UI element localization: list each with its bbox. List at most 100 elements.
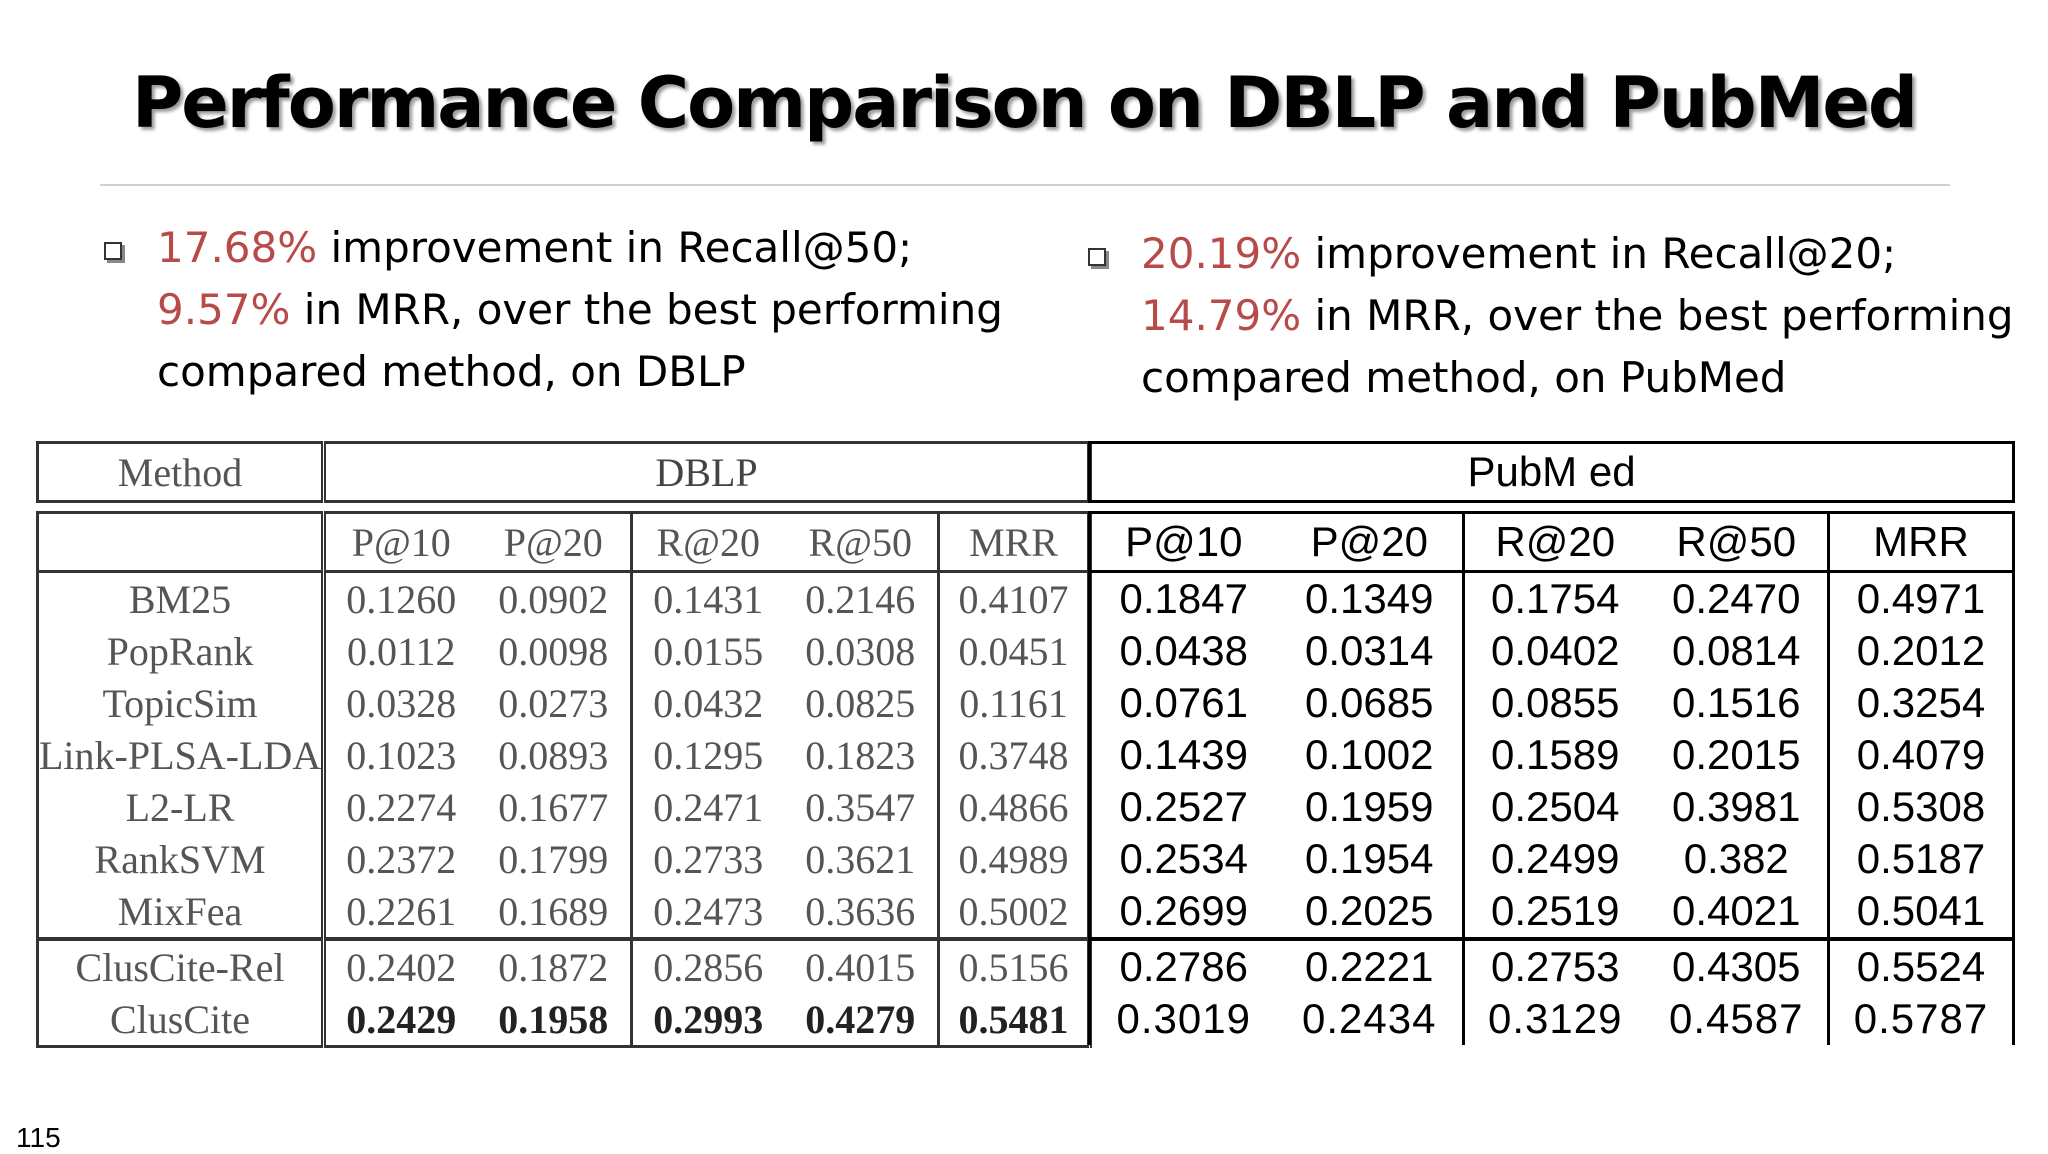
dblp-cell: 0.1295	[653, 732, 764, 778]
pubmed-cell: 0.2534	[1088, 833, 1277, 885]
dblp-cell: 0.2372	[346, 836, 457, 882]
dblp-row: ClusCite 0.2429 0.1958 0.2993 0.4279 0.5481	[36, 993, 1093, 1048]
recall-improvement-pubmed: 20.19%	[1141, 229, 1302, 278]
mrr-improvement-dblp: 9.57%	[157, 285, 291, 334]
pubmed-cell: 0.2434	[1276, 993, 1465, 1045]
method-name: MixFea	[36, 885, 326, 939]
pubmed-cell: 0.2786	[1088, 937, 1277, 993]
dblp-cell: 0.0308	[783, 625, 940, 677]
dblp-cell: 0.0328	[346, 680, 457, 726]
pubmed-cell: 0.5187	[1828, 833, 2016, 885]
pubmed-cell: 0.1002	[1276, 729, 1465, 781]
pubmed-cell: 0.2527	[1088, 781, 1277, 833]
pubmed-cell: 0.4971	[1828, 571, 2016, 625]
pubmed-row: 0.1439 0.1002 0.1589 0.2015 0.4079	[1088, 729, 2016, 781]
dblp-cell: 0.3621	[783, 833, 940, 885]
pubmed-row: 0.2786 0.2221 0.2753 0.4305 0.5524	[1088, 937, 2016, 993]
method-header: Method	[36, 441, 326, 503]
method-name: ClusCite-Rel	[36, 937, 326, 993]
pubmed-cell: 0.3129	[1488, 995, 1623, 1042]
dblp-cell: 0.1431	[653, 576, 764, 622]
pubmed-cell: 0.2015	[1645, 729, 1830, 781]
dblp-cell: 0.3748	[938, 729, 1093, 781]
pubmed-cell: 0.1847	[1088, 571, 1277, 625]
pubmed-cell: 0.0814	[1645, 625, 1830, 677]
dblp-cell: 0.0098	[476, 625, 633, 677]
dblp-cell: 0.0451	[938, 625, 1093, 677]
pubmed-cell: 0.0402	[1491, 627, 1620, 674]
pubmed-cell: 0.0314	[1276, 625, 1465, 677]
pubmed-cell: 0.2504	[1491, 783, 1620, 830]
dblp-results-table: Method DBLP P@10 P@20 R@20 R@50 MRR BM25…	[36, 441, 1093, 1048]
pubmed-metric-header-row: P@10 P@20 R@20 R@50 MRR	[1088, 511, 2016, 573]
pubmed-cell: 0.1959	[1276, 781, 1465, 833]
dblp-col-p10: P@10	[323, 511, 477, 573]
bullet-square-icon	[1088, 248, 1106, 266]
pubmed-cell: 0.2470	[1645, 571, 1830, 625]
dblp-cell: 0.5481	[938, 993, 1093, 1048]
dblp-row: Link-PLSA-LDA 0.1023 0.0893 0.1295 0.1823 0.3…	[36, 729, 1093, 781]
pubmed-cell: 0.2012	[1828, 625, 2016, 677]
dblp-cell: 0.4989	[938, 833, 1093, 885]
method-name: L2-LR	[36, 781, 326, 833]
pubmed-cell: 0.0438	[1088, 625, 1277, 677]
pubmed-col-p10: P@10	[1088, 511, 1277, 573]
dblp-cell: 0.3547	[783, 781, 940, 833]
page-number: 115	[16, 1122, 61, 1153]
pubmed-cell: 0.1439	[1088, 729, 1277, 781]
mrr-improvement-pubmed: 14.79%	[1141, 291, 1302, 340]
method-name: BM25	[36, 571, 326, 625]
method-name: ClusCite	[36, 993, 326, 1048]
pubmed-cell: 0.1349	[1276, 571, 1465, 625]
pubmed-cell: 0.3981	[1645, 781, 1830, 833]
pubmed-cell: 0.4305	[1645, 937, 1830, 993]
dblp-cell: 0.2402	[323, 937, 477, 993]
dblp-row: PopRank 0.0112 0.0098 0.0155 0.0308 0.0451	[36, 625, 1093, 677]
dblp-cell: 0.0825	[783, 677, 940, 729]
method-name: Link-PLSA-LDA	[36, 729, 326, 781]
pubmed-header: PubM ed	[1087, 441, 2016, 503]
slide-title: Performance Comparison on DBLP and PubMe…	[131, 62, 1918, 144]
pubmed-cell: 0.5787	[1828, 993, 2016, 1045]
dblp-cell: 0.2274	[346, 784, 457, 830]
dblp-cell: 0.1161	[938, 677, 1093, 729]
pubmed-cell: 0.1589	[1491, 731, 1620, 778]
pubmed-cell: 0.2519	[1491, 887, 1620, 934]
pubmed-cell: 0.1754	[1491, 575, 1620, 622]
pubmed-cell: 0.2499	[1491, 835, 1620, 882]
pubmed-cell: 0.3019	[1088, 993, 1277, 1045]
right-bullet-text: 20.19% improvement in Recall@20; 14.79% …	[1141, 229, 2014, 402]
dblp-row: ClusCite-Rel 0.2402 0.1872 0.2856 0.4015 0.51…	[36, 937, 1093, 993]
method-name: PopRank	[36, 625, 326, 677]
dblp-cell: 0.4015	[783, 937, 940, 993]
dblp-cell: 0.1799	[476, 833, 633, 885]
pubmed-cell: 0.5041	[1828, 885, 2016, 939]
dblp-col-mrr: MRR	[938, 511, 1093, 573]
dblp-cell: 0.0432	[653, 680, 764, 726]
dblp-group-header-row: Method DBLP	[36, 441, 1093, 503]
method-name: RankSVM	[36, 833, 326, 885]
pubmed-cell: 0.0761	[1088, 677, 1277, 729]
pubmed-cell: 0.4587	[1645, 993, 1830, 1045]
pubmed-row: 0.0761 0.0685 0.0855 0.1516 0.3254	[1088, 677, 2016, 729]
pubmed-cell: 0.4079	[1828, 729, 2016, 781]
title-divider	[100, 184, 1950, 186]
pubmed-cell: 0.2753	[1463, 937, 1646, 993]
dblp-cell: 0.0273	[476, 677, 633, 729]
dblp-cell: 0.5156	[938, 937, 1093, 993]
dblp-cell: 0.1958	[476, 993, 633, 1048]
dblp-cell: 0.1677	[476, 781, 633, 833]
pubmed-col-r20: R@20	[1463, 511, 1646, 573]
pubmed-row: 0.0438 0.0314 0.0402 0.0814 0.2012	[1088, 625, 2016, 677]
pubmed-col-mrr: MRR	[1828, 511, 2016, 573]
pubmed-cell: 0.3254	[1828, 677, 2016, 729]
dblp-cell: 0.2471	[653, 784, 764, 830]
pubmed-row: 0.2527 0.1959 0.2504 0.3981 0.5308	[1088, 781, 2016, 833]
bullet-square-icon	[104, 242, 122, 260]
pubmed-row: 0.2534 0.1954 0.2499 0.382 0.5187	[1088, 833, 2016, 885]
dblp-cell: 0.4107	[938, 571, 1093, 625]
dblp-cell: 0.5002	[938, 885, 1093, 939]
pubmed-cell: 0.5524	[1828, 937, 2016, 993]
dblp-cell: 0.0155	[653, 628, 764, 674]
dblp-cell: 0.0902	[476, 571, 633, 625]
